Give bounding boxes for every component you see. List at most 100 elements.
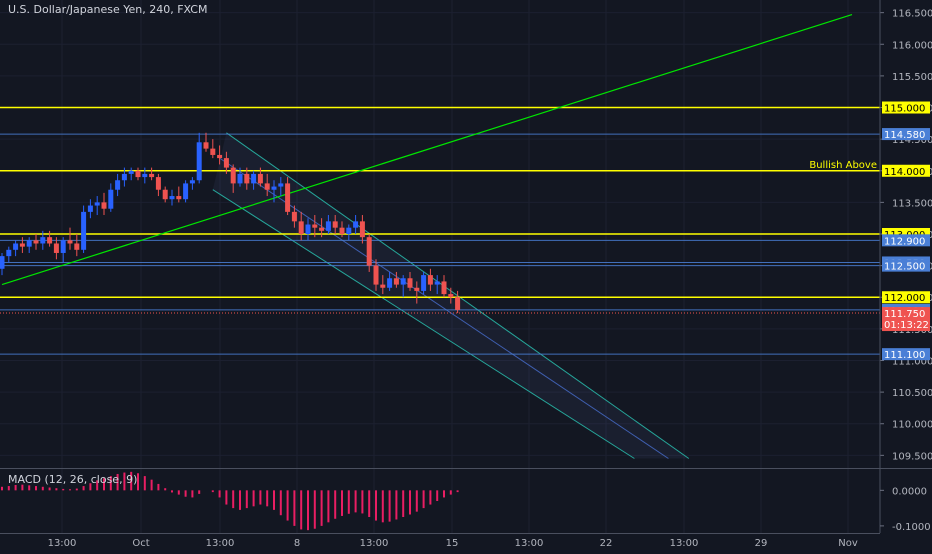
candle-body [251, 173, 257, 184]
candle-body [285, 183, 291, 212]
candle-body [237, 173, 243, 184]
candle-body [53, 243, 59, 253]
candle-body [0, 256, 5, 269]
price-level-label: 112.000 [884, 293, 925, 304]
candle-body [149, 173, 155, 178]
candle-body [108, 189, 114, 209]
candle-body [312, 224, 318, 228]
price-level-tag [882, 291, 930, 304]
price-level-tag [882, 164, 930, 177]
candle-body [264, 183, 270, 190]
candle-body [455, 297, 461, 310]
candle-body [387, 278, 393, 288]
price-tick-label: 110.500 [892, 388, 932, 399]
candle-body [346, 227, 352, 234]
candle-body [183, 183, 189, 200]
trendline [1, 13, 853, 286]
price-level-tag [882, 101, 930, 114]
chart-title: U.S. Dollar/Japanese Yen, 240, FXCM [8, 3, 208, 16]
candle-body [291, 211, 297, 222]
time-tick-label: 22 [600, 538, 613, 549]
current-price-tag [882, 307, 930, 332]
candle-body [33, 240, 39, 244]
candle-body [13, 243, 19, 250]
price-level-tag [882, 234, 930, 247]
candle-body [319, 227, 325, 231]
candle-body [67, 240, 73, 244]
candle-body [393, 278, 399, 285]
time-tick-label: 13:00 [670, 538, 699, 549]
macd-tick-label: -0.1000 [892, 522, 931, 533]
candle-body [196, 142, 202, 181]
candle-body [421, 275, 427, 291]
candle-body [230, 167, 236, 184]
price-level-tag [882, 128, 930, 141]
candle-body [189, 180, 195, 184]
candle-body [332, 221, 338, 228]
candle-body [380, 284, 386, 288]
candle-body [101, 202, 107, 209]
candle-body [115, 180, 121, 190]
time-tick-label: 8 [294, 538, 300, 549]
candle-body [305, 224, 311, 234]
price-tick-label: 116.500 [892, 9, 932, 20]
price-tick-label: 109.500 [892, 451, 932, 462]
candle-body [434, 281, 440, 285]
time-tick-label: 15 [446, 538, 459, 549]
macd-title: MACD (12, 26, close, 9) [8, 473, 138, 486]
candle-body [26, 240, 32, 247]
candle-body [81, 211, 87, 250]
candle-body [448, 294, 454, 298]
current-price-countdown: 01:13:22 [884, 320, 929, 331]
time-tick-label: 13:00 [360, 538, 389, 549]
candle-body [223, 158, 229, 168]
candle-body [210, 148, 216, 155]
candle-body [121, 173, 127, 181]
candle-body [203, 142, 209, 149]
macd-histogram [1, 471, 459, 531]
price-level-annotation: Bullish Above [809, 160, 877, 171]
candle-body [135, 170, 141, 178]
candle-body [176, 196, 182, 200]
candle-body [162, 189, 168, 200]
candle-body [244, 173, 250, 184]
candle-body [94, 202, 100, 206]
candle-body [353, 221, 359, 228]
time-tick-label: 13:00 [515, 538, 544, 549]
time-tick-label: Oct [132, 538, 149, 549]
candle-body [373, 265, 379, 285]
price-tick-label: 116.000 [892, 40, 932, 51]
candle-body [325, 221, 331, 231]
price-level-tag [882, 259, 930, 272]
candle-body [271, 186, 277, 190]
candle-body [400, 278, 406, 285]
candle-body [47, 237, 53, 244]
candle-body [278, 183, 284, 187]
macd-tick-label: 0.0000 [892, 486, 927, 497]
price-level-label: 112.500 [884, 262, 925, 273]
time-tick-label: 13:00 [206, 538, 235, 549]
price-level-label: 112.900 [884, 236, 925, 247]
candle-body [87, 205, 93, 212]
candle-body [298, 221, 304, 234]
candle-body [414, 287, 420, 291]
price-level-label: 114.000 [884, 167, 925, 178]
candle-body [142, 173, 148, 178]
candle-body [169, 196, 175, 200]
candle-body [217, 154, 223, 159]
current-price-label: 111.750 [884, 309, 925, 320]
candle-body [441, 281, 447, 295]
candle-body [366, 237, 372, 266]
candle-body [257, 173, 263, 184]
horizontal-levels: Bullish Above [0, 106, 880, 355]
candle-body [427, 275, 433, 285]
grid-layer [0, 0, 880, 533]
time-tick-label: 29 [755, 538, 768, 549]
candle-body [60, 240, 66, 253]
trendline-line [1, 13, 853, 286]
candle-body [6, 249, 12, 257]
candle-body [128, 170, 134, 174]
